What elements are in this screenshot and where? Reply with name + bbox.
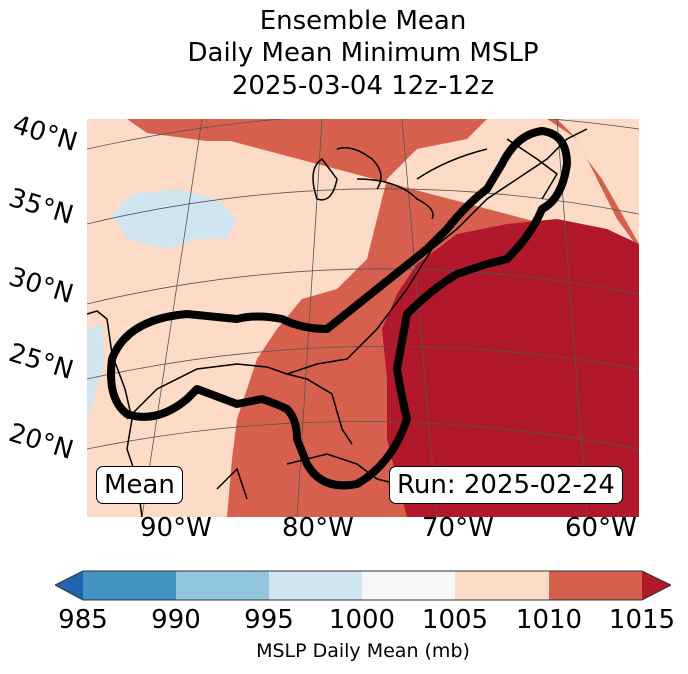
colorbar-segment-990-995 <box>176 571 269 600</box>
colorbar-tick-1015: 1015 <box>608 605 676 635</box>
run-date-annotation: Run: 2025-02-24 <box>389 466 623 504</box>
contour-line <box>107 127 571 490</box>
field-over-1015 <box>382 219 639 517</box>
colorbar-tick-1000: 1000 <box>328 605 396 635</box>
colorbar-tick-1005: 1005 <box>421 605 489 635</box>
colorbar <box>55 570 671 601</box>
graticule <box>87 119 639 517</box>
field-1005-1010-ne <box>557 119 639 244</box>
coastline <box>87 128 588 517</box>
field-995-1000-central <box>112 189 237 249</box>
lon-label-80w: 80°W <box>282 513 354 543</box>
map-svg <box>87 119 639 517</box>
lat-label-20: 20°N <box>5 418 77 466</box>
colorbar-under <box>55 571 83 600</box>
title-line-3: 2025-03-04 12z-12z <box>231 71 495 101</box>
colorbar-segment-1005-1010 <box>455 571 549 600</box>
colorbar-over <box>642 571 671 600</box>
colorbar-segment-1010-1015 <box>549 571 642 600</box>
colorbar-tick-990: 990 <box>151 605 201 635</box>
title-line-2: Daily Mean Minimum MSLP <box>187 38 539 68</box>
title-line-1: Ensemble Mean <box>259 6 467 36</box>
lat-label-25: 25°N <box>5 338 77 386</box>
lon-label-90w: 90°W <box>140 513 212 543</box>
colorbar-label: MSLP Daily Mean (mb) <box>256 640 470 662</box>
colorbar-tick-995: 995 <box>244 605 294 635</box>
colorbar-segment-1000-1005 <box>362 571 455 600</box>
colorbar-tick-1010: 1010 <box>515 605 583 635</box>
colorbar-tick-985: 985 <box>58 605 108 635</box>
colorbar-segment-995-1000 <box>269 571 362 600</box>
lon-label-70w: 70°W <box>422 513 494 543</box>
lat-label-35: 35°N <box>5 183 77 231</box>
colorbar-segment-985-990 <box>83 571 176 600</box>
lat-label-40: 40°N <box>9 110 81 158</box>
mean-annotation: Mean <box>96 466 183 504</box>
lat-label-30: 30°N <box>5 262 77 310</box>
lon-label-60w: 60°W <box>565 513 637 543</box>
map-panel <box>87 119 639 517</box>
field-995-1000-west <box>87 324 105 419</box>
